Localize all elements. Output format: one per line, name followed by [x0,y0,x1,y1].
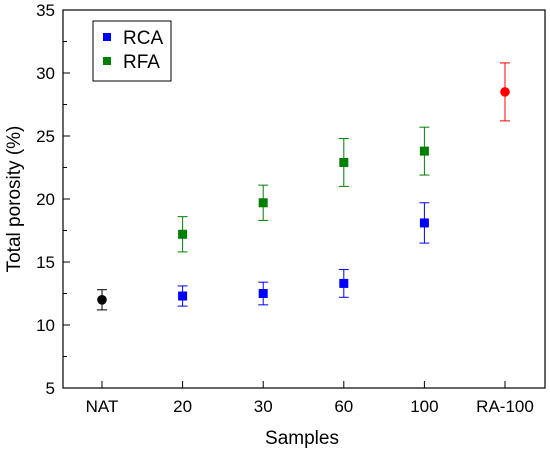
legend-marker [103,33,111,41]
legend-label: RCA [123,28,163,49]
legend: RCA RFA [92,20,172,82]
y-tick-label: 5 [46,379,55,398]
data-point [258,198,268,208]
y-tick-label: 10 [36,316,55,335]
data-point [339,157,349,167]
x-tick-label: NAT [86,397,119,416]
x-tick-label: 60 [334,397,353,416]
data-point [339,278,349,288]
y-tick-label: 25 [36,127,55,146]
y-axis-title: Total porosity (%) [4,126,25,273]
legend-marker [103,57,111,65]
data-point [500,87,510,97]
plot-area: 5 10 15 20 25 30 35 NAT 20 30 60 100 RA-100 [36,1,546,416]
x-tick-label: RA-100 [476,397,534,416]
x-axis-title: Samples [265,428,339,449]
data-point [419,218,429,228]
y-tick-label: 15 [36,253,55,272]
x-tick-label: 30 [254,397,273,416]
y-tick-label: 30 [36,64,55,83]
data-point [419,146,429,156]
y-tick-label: 35 [36,1,55,20]
legend-label: RFA [123,52,160,73]
data-point [178,229,188,239]
y-tick-label: 20 [36,190,55,209]
legend-box [92,20,172,82]
data-point [178,291,188,301]
data-point [258,289,268,298]
x-tick-label: 20 [173,397,192,416]
x-tick-label: 100 [410,397,438,416]
data-point [97,295,107,305]
